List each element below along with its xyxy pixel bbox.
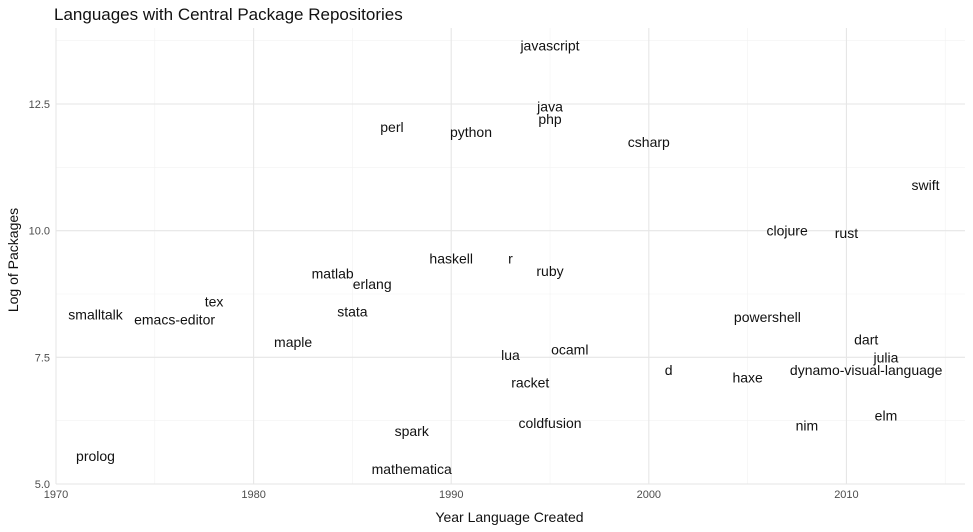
point-label: ruby	[536, 263, 563, 279]
x-tick-label: 2010	[834, 489, 858, 501]
y-axis-ticks: 5.0 7.5 10.0 12.5	[29, 99, 50, 491]
point-label: stata	[337, 304, 368, 320]
y-axis-title: Log of Packages	[5, 208, 21, 312]
point-label: clojure	[767, 223, 808, 239]
point-label: elm	[875, 408, 898, 424]
point-label: haskell	[429, 251, 473, 267]
point-label: perl	[380, 119, 403, 135]
point-label: rust	[835, 225, 858, 241]
x-tick-label: 1980	[241, 489, 265, 501]
point-label: python	[450, 124, 492, 140]
point-label: maple	[274, 334, 312, 350]
point-label: erlang	[353, 276, 392, 292]
point-label: prolog	[76, 448, 115, 464]
point-label: lua	[501, 347, 520, 363]
y-tick-label: 5.0	[35, 479, 50, 491]
point-label: java	[536, 99, 563, 115]
chart-title: Languages with Central Package Repositor…	[54, 5, 403, 24]
y-tick-label: 7.5	[35, 352, 50, 364]
point-label: dynamo-visual-language	[790, 362, 943, 378]
y-tick-label: 12.5	[29, 99, 50, 111]
point-label: smalltalk	[68, 306, 123, 322]
point-label: d	[665, 362, 673, 378]
x-axis-title: Year Language Created	[435, 509, 583, 525]
point-label: csharp	[628, 134, 670, 150]
point-label: powershell	[734, 309, 801, 325]
point-label: haxe	[732, 370, 763, 386]
point-label: racket	[511, 375, 549, 391]
point-label: php	[538, 111, 562, 127]
x-axis-ticks: 1970 1980 1990 2000 2010	[44, 489, 859, 501]
point-label: ocaml	[551, 342, 588, 358]
point-label: julia	[873, 349, 899, 365]
point-label: nim	[796, 418, 819, 434]
point-label: tex	[205, 294, 224, 310]
x-tick-label: 1970	[44, 489, 68, 501]
point-label: r	[508, 251, 513, 267]
point-label: dart	[854, 332, 878, 348]
point-label: emacs-editor	[134, 311, 215, 327]
point-label: javascript	[519, 38, 579, 54]
y-tick-label: 10.0	[29, 226, 50, 238]
point-label: coldfusion	[518, 415, 581, 431]
point-label: swift	[911, 177, 939, 193]
point-label: matlab	[312, 266, 354, 282]
chart-grid	[55, 28, 965, 485]
point-label: spark	[395, 423, 430, 439]
point-label: mathematica	[372, 461, 452, 477]
x-tick-label: 1990	[439, 489, 463, 501]
x-tick-label: 2000	[637, 489, 661, 501]
